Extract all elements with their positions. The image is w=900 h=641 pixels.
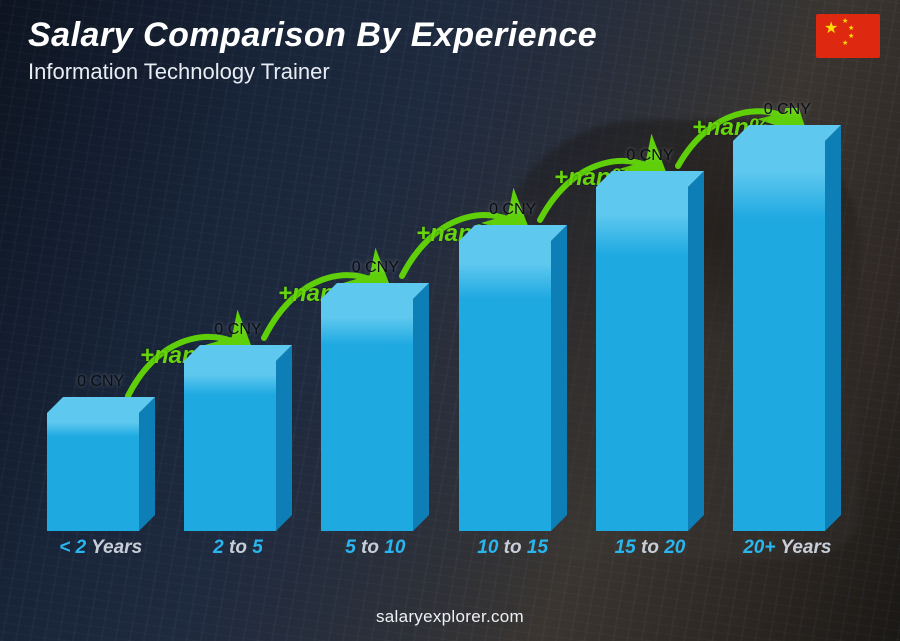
x-axis-label: 15 to 20 [581,537,718,565]
bar: 0 CNY [47,413,155,531]
bar-front-face [321,299,413,531]
bar: 0 CNY [321,299,429,531]
bar-slot: 0 CNY [169,361,306,531]
bar-slot: 0 CNY [444,241,581,531]
bar-top-face [321,283,429,299]
bar-top-face [733,125,841,141]
bar: 0 CNY [459,241,567,531]
bar-front-face [47,413,139,531]
star-cluster-icon: ★ ★ ★ ★ [840,18,860,46]
chart-subtitle: Information Technology Trainer [28,59,597,85]
bar-front-face [184,361,276,531]
bar-value-label: 0 CNY [41,373,161,391]
x-axis-label: 2 to 5 [169,537,306,565]
bar: 0 CNY [733,141,841,531]
title-block: Salary Comparison By Experience Informat… [28,16,597,85]
bar-side-face [276,345,292,531]
x-axis-label: < 2 Years [32,537,169,565]
bar-front-face [596,187,688,531]
bar-slot: 0 CNY [719,141,856,531]
x-axis-label: 10 to 15 [444,537,581,565]
bar-value-label: 0 CNY [727,101,847,119]
x-axis-label: 5 to 10 [307,537,444,565]
bar-side-face [551,225,567,531]
bar-side-face [825,125,841,531]
bars-row: 0 CNY 0 CNY 0 CNY 0 CNY 0 CNY 0 CNY [32,111,856,531]
footer-attribution: salaryexplorer.com [0,607,900,627]
bar-value-label: 0 CNY [178,321,298,339]
bar-slot: 0 CNY [307,299,444,531]
chart-container: Salary Comparison By Experience Informat… [0,0,900,641]
bar-front-face [733,141,825,531]
bar-value-label: 0 CNY [590,147,710,165]
chart-area: +nan% +nan% +nan% +nan% +nan% 0 CNY0 CNY… [32,108,856,565]
star-icon: ★ [824,21,838,37]
bar-top-face [459,225,567,241]
x-axis-labels: < 2 Years2 to 55 to 1010 to 1515 to 2020… [32,537,856,565]
bar-side-face [688,171,704,531]
bar: 0 CNY [596,187,704,531]
x-axis-label: 20+ Years [719,537,856,565]
bar-value-label: 0 CNY [315,259,435,277]
chart-title: Salary Comparison By Experience [28,16,597,55]
bar-value-label: 0 CNY [453,201,573,219]
bar-top-face [596,171,704,187]
bar-side-face [139,397,155,531]
bar-side-face [413,283,429,531]
bar-top-face [47,397,155,413]
bar-slot: 0 CNY [581,187,718,531]
bar-top-face [184,345,292,361]
country-flag-china: ★ ★ ★ ★ ★ [816,14,880,58]
bar-front-face [459,241,551,531]
bar: 0 CNY [184,361,292,531]
bar-slot: 0 CNY [32,413,169,531]
